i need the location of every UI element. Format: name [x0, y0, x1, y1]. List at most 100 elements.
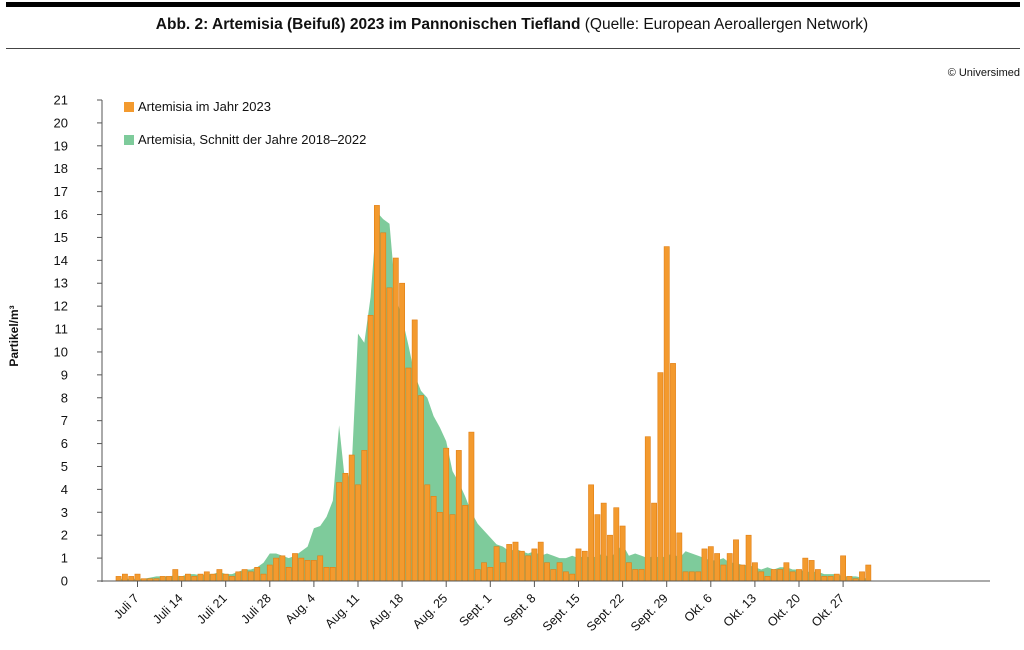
bar-2023 — [298, 557, 305, 582]
bar-2023 — [859, 571, 865, 582]
bar-2023 — [562, 571, 569, 582]
bar-2023 — [355, 484, 361, 582]
bar-2023 — [266, 564, 273, 582]
bar-2023 — [455, 450, 462, 582]
x-tick-label: Sept. 1 — [457, 591, 495, 629]
bar-2023 — [248, 571, 254, 582]
bar-2023 — [430, 495, 437, 582]
legend-item-2023: Artemisia im Jahr 2023 — [124, 99, 271, 114]
bar-2023 — [285, 566, 292, 582]
bar-2023 — [506, 544, 513, 582]
bar-2023 — [594, 514, 601, 582]
bar-2023 — [550, 569, 557, 582]
chart-title: Abb. 2: Artemisia (Beifuß) 2023 im Panno… — [0, 16, 1024, 34]
bar-2023 — [128, 576, 135, 582]
bar-2023 — [764, 576, 771, 582]
bar-2023 — [865, 564, 872, 582]
y-tick-label: 1 — [61, 551, 68, 566]
bar-2023 — [676, 532, 683, 582]
y-tick-label: 5 — [61, 459, 68, 474]
bar-2023 — [159, 576, 166, 582]
legend-label-average: Artemisia, Schnitt der Jahre 2018–2022 — [138, 132, 367, 147]
x-tick-label: Juli 14 — [150, 591, 185, 626]
bar-2023 — [323, 566, 330, 582]
y-tick-label: 19 — [54, 138, 68, 153]
title-source: (Quelle: European Aeroallergen Network) — [584, 16, 869, 33]
y-tick-label: 21 — [54, 93, 68, 108]
legend-item-average: Artemisia, Schnitt der Jahre 2018–2022 — [124, 132, 366, 147]
bar-2023 — [638, 569, 645, 582]
bar-2023 — [600, 502, 607, 582]
bar-2023 — [411, 319, 418, 582]
legend-swatch-average — [124, 134, 134, 145]
y-tick-label: 15 — [54, 230, 68, 245]
bar-2023 — [115, 576, 122, 582]
bar-2023 — [575, 548, 582, 582]
bar-2023 — [531, 548, 538, 582]
bar-2023 — [499, 562, 506, 582]
y-tick-label: 20 — [54, 115, 68, 130]
bar-2023 — [537, 541, 544, 582]
bar-2023 — [657, 372, 664, 582]
bar-2023 — [821, 576, 828, 582]
x-tick-label: Juli 7 — [111, 591, 142, 622]
bar-2023 — [241, 569, 248, 582]
y-tick-label: 16 — [54, 207, 68, 222]
bar-2023 — [222, 573, 229, 582]
bar-2023 — [254, 566, 261, 582]
bar-2023 — [216, 569, 223, 582]
bar-2023 — [292, 553, 298, 582]
bar-2023 — [644, 436, 651, 582]
bar-2023 — [474, 569, 481, 582]
x-tick-label: Sept. 29 — [628, 591, 671, 634]
y-tick-label: 3 — [61, 505, 68, 520]
y-tick-label: 18 — [54, 161, 68, 176]
bar-2023 — [632, 569, 639, 582]
bar-2023 — [525, 555, 531, 582]
bar-2023 — [487, 566, 494, 582]
bar-2023 — [203, 571, 210, 582]
bar-2023 — [833, 573, 840, 582]
y-tick-label: 2 — [61, 528, 68, 543]
bar-2023 — [569, 573, 576, 582]
bar-2023 — [625, 562, 632, 582]
x-tick-label: Juli 28 — [238, 591, 273, 626]
bar-2023 — [418, 395, 424, 582]
bar-2023 — [235, 571, 242, 582]
bar-2023 — [481, 562, 487, 582]
bar-2023 — [399, 282, 405, 582]
bar-2023 — [607, 534, 613, 582]
bar-2023 — [720, 564, 727, 582]
x-tick-label: Aug. 18 — [366, 591, 406, 631]
bar-2023 — [802, 557, 809, 582]
bar-2023 — [392, 257, 399, 582]
bar-2023 — [380, 232, 387, 582]
bar-2023 — [468, 431, 475, 582]
x-tick-label: Sept. 22 — [584, 591, 627, 634]
bar-2023 — [751, 562, 758, 582]
bar-2023 — [789, 571, 796, 582]
bar-2023 — [336, 482, 342, 582]
bar-2023 — [726, 553, 733, 582]
bar-2023 — [758, 571, 765, 582]
bar-2023 — [279, 555, 286, 582]
bar-2023 — [739, 564, 746, 582]
bar-2023 — [796, 569, 802, 582]
bar-2023 — [367, 314, 374, 582]
bar-2023 — [670, 363, 676, 582]
title-main: Abb. 2: Artemisia (Beifuß) 2023 im Panno… — [155, 16, 581, 33]
bar-2023 — [613, 507, 620, 582]
y-tick-label: 14 — [54, 253, 68, 268]
x-tick-label: Aug. 11 — [322, 591, 362, 631]
bar-2023 — [846, 576, 853, 582]
x-tick-label: Okt. 6 — [681, 591, 715, 625]
bar-2023 — [682, 571, 689, 582]
bar-2023 — [197, 573, 204, 582]
bar-2023 — [122, 573, 128, 582]
legend-swatch-2023 — [124, 101, 134, 112]
bar-2023 — [342, 472, 349, 582]
bar-2023 — [191, 576, 198, 582]
bar-2023 — [348, 454, 355, 582]
y-tick-label: 0 — [61, 574, 68, 589]
legend-label-2023: Artemisia im Jahr 2023 — [138, 99, 271, 114]
